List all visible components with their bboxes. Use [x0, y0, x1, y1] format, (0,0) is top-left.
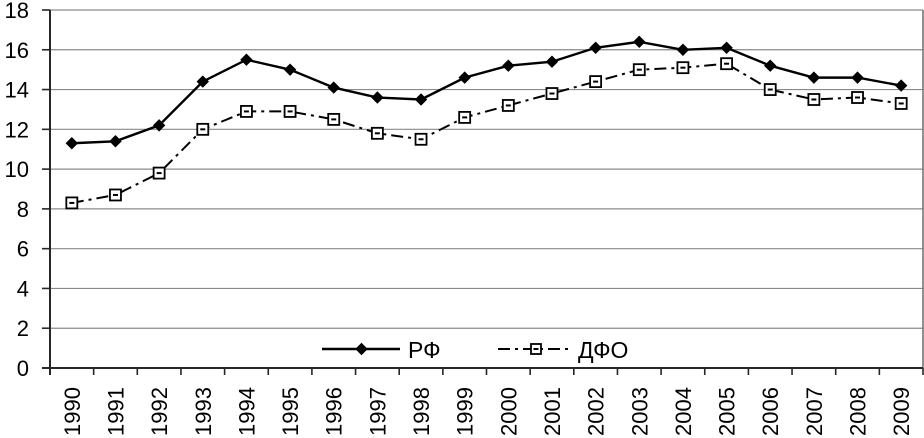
series-rf-marker-diamond	[894, 79, 908, 92]
series-rf-marker-diamond	[109, 135, 122, 148]
series-rf-marker-diamond	[589, 41, 602, 54]
series-dfo-marker-square-dash	[855, 96, 861, 99]
series-dfo-marker-square-dash	[112, 193, 118, 196]
x-tick-label: 2003	[627, 387, 652, 436]
series-rf-marker-diamond	[196, 75, 209, 88]
legend-dfo-square-dash	[533, 348, 539, 350]
series-dfo-marker-square-dash	[767, 88, 773, 91]
x-tick-label: 1998	[409, 387, 434, 436]
series-rf-marker-diamond	[545, 55, 559, 68]
x-tick-label: 1995	[278, 387, 303, 436]
series-rf-marker-diamond	[502, 59, 515, 72]
x-tick-label: 2006	[758, 387, 783, 436]
legend-label-dfo: ДФО	[578, 337, 628, 363]
series-rf-marker-diamond	[327, 81, 340, 94]
series-dfo-marker-square-dash	[418, 138, 424, 141]
x-tick-label: 2000	[496, 387, 521, 436]
series-dfo-marker-square-dash	[724, 62, 730, 65]
y-tick-label: 6	[17, 237, 29, 262]
series-rf-marker-diamond	[65, 137, 79, 150]
series-dfo-marker-square-dash	[636, 68, 642, 71]
series-rf-marker-diamond	[851, 71, 864, 84]
series-dfo-marker-square-dash	[243, 110, 249, 113]
y-tick-label: 16	[5, 38, 29, 63]
series-dfo-marker-square-dash	[374, 132, 380, 135]
x-tick-label: 2008	[846, 387, 871, 436]
y-tick-label: 10	[5, 157, 29, 182]
x-tick-label: 2007	[802, 387, 827, 436]
series-rf-marker-diamond	[371, 91, 384, 104]
x-tick-label: 2009	[889, 387, 914, 436]
x-tick-label: 1994	[234, 387, 259, 436]
y-tick-label: 12	[5, 117, 29, 142]
x-tick-label: 1990	[60, 387, 85, 436]
series-dfo-marker-square-dash	[593, 80, 599, 83]
series-dfo-marker-square-dash	[331, 118, 337, 121]
series-rf-line	[71, 40, 902, 145]
series-rf-marker-diamond	[720, 41, 733, 54]
y-tick-label: 4	[17, 276, 29, 301]
series-dfo-marker-square-dash	[462, 116, 468, 119]
series-rf-marker-diamond	[414, 93, 428, 106]
x-tick-label: 1992	[147, 387, 172, 436]
series-dfo-marker-square-dash	[898, 102, 904, 105]
legend: РФ ДФО	[322, 337, 628, 363]
x-tick-label: 2002	[584, 387, 609, 436]
y-tick-label: 0	[17, 356, 29, 381]
x-tick-label: 1991	[103, 387, 128, 436]
series-rf-marker-diamond	[676, 43, 690, 56]
series-rf-marker-diamond	[633, 35, 646, 49]
series-dfo-marker-square-dash	[287, 110, 293, 113]
y-tick-label: 2	[17, 316, 29, 341]
y-tick-label: 14	[5, 78, 29, 103]
legend-label-rf: РФ	[408, 337, 441, 363]
series-rf-marker-diamond	[458, 71, 471, 84]
series-dfo-marker-square-dash	[156, 172, 162, 175]
x-tick-label: 2001	[540, 387, 565, 436]
series-rf-marker-diamond	[283, 63, 297, 76]
series-dfo-line	[71, 62, 902, 204]
y-tick-label: 8	[17, 197, 29, 222]
series-rf-marker-diamond	[807, 71, 821, 84]
x-tick-label: 2004	[671, 387, 696, 436]
series-dfo-marker-square-dash	[811, 98, 817, 101]
x-tick-label: 1999	[453, 387, 478, 436]
series-rf-marker-diamond	[240, 53, 253, 66]
series-rf-marker-diamond	[152, 119, 166, 132]
x-tick-label: 2005	[715, 387, 740, 436]
x-tick-label: 1993	[191, 387, 216, 436]
series-rf-marker-diamond	[764, 59, 777, 72]
series-dfo-marker-square-dash	[505, 104, 511, 107]
series-dfo-marker-square-dash	[69, 201, 75, 204]
series-dfo-marker-square-dash	[680, 66, 686, 69]
series-dfo-marker-square-dash	[200, 128, 206, 131]
x-tick-label: 1996	[322, 387, 347, 436]
series-dfo-marker-square-dash	[549, 92, 555, 95]
x-tick-label: 1997	[365, 387, 390, 436]
y-tick-label: 18	[5, 0, 29, 23]
